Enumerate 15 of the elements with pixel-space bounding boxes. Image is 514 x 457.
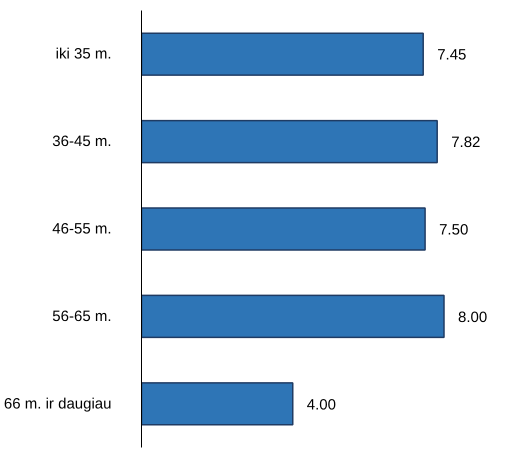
y-tick-label: iki 35 m. [56,46,112,63]
data-label: 7.82 [451,134,480,152]
data-label: 4.00 [306,396,336,414]
bar [142,32,424,76]
bar [142,120,438,164]
data-label: 7.50 [439,222,468,238]
y-tick-label: 56-65 m. [52,308,112,325]
data-label: 8.00 [458,308,488,326]
y-tick-label: 36-45 m. [52,133,112,150]
y-tick-label: 46-55 m. [52,220,112,238]
bar [142,207,426,251]
bar [142,382,294,426]
data-label: 7.45 [437,46,466,64]
y-tick-label: 66 m. ir daugiau [4,395,112,412]
bar [142,294,445,338]
